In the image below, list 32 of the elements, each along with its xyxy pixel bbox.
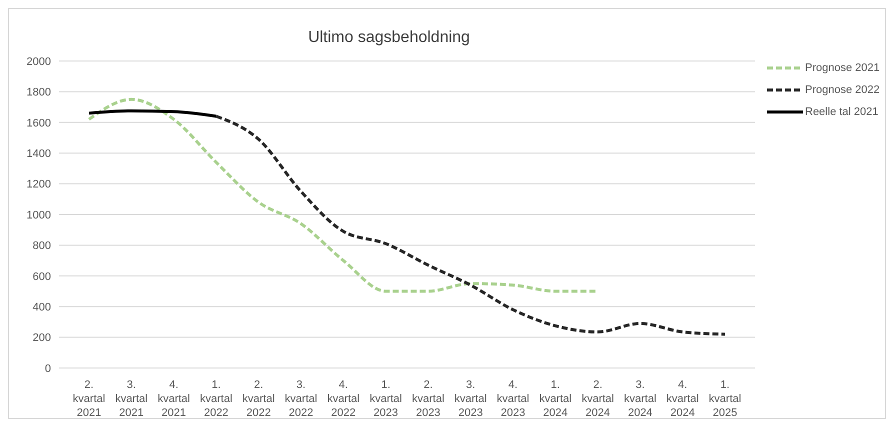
chart-title: Ultimo sagsbeholdning [307, 29, 471, 47]
x-tick-label: 4. kvartal 2021 [158, 379, 190, 419]
y-tick-label: 800 [32, 240, 51, 252]
x-tick-label: 1. kvartal 2024 [539, 379, 572, 419]
y-tick-label: 1600 [26, 117, 51, 130]
legend-label: Prognose 2022 [805, 84, 880, 96]
y-tick-label: 1800 [26, 86, 51, 99]
y-tick-label: 200 [32, 332, 51, 344]
y-tick-label: 1200 [26, 178, 51, 191]
x-tick-label: 2. kvartal 2024 [582, 379, 614, 419]
x-tick-label: 1. kvartal 2022 [200, 379, 232, 419]
x-tick-label: 3. kvartal 2024 [624, 379, 656, 419]
y-tick-label: 0 [44, 362, 51, 375]
x-tick-label: 3. kvartal 2021 [115, 379, 148, 419]
x-tick-label: 2. kvartal 2022 [242, 379, 275, 419]
y-tick-label: 400 [32, 302, 51, 314]
y-tick-label: 2000 [26, 56, 51, 68]
x-tick-label: 2. kvartal 2023 [412, 379, 444, 419]
y-tick-label: 1400 [26, 148, 51, 160]
x-tick-label: 3. kvartal 2023 [454, 379, 487, 419]
legend-label: Reelle tal 2021 [805, 106, 878, 118]
x-tick-label: 4. kvartal 2022 [327, 379, 360, 419]
x-tick-label: 4. kvartal 2023 [496, 379, 530, 419]
x-tick-label: 2. kvartal 2021 [72, 379, 106, 419]
line-series [214, 114, 726, 336]
x-tick-label: 1. kvartal 2023 [370, 379, 402, 419]
legend-label: Prognose 2021 [805, 62, 880, 74]
x-tick-label: 3. kvartal 2022 [284, 379, 318, 419]
x-tick-label: 1. kvartal 2025 [708, 379, 742, 419]
y-tick-label: 1000 [26, 209, 51, 222]
x-tick-label: 4. kvartal 2024 [666, 379, 699, 419]
y-tick-label: 600 [32, 270, 51, 283]
